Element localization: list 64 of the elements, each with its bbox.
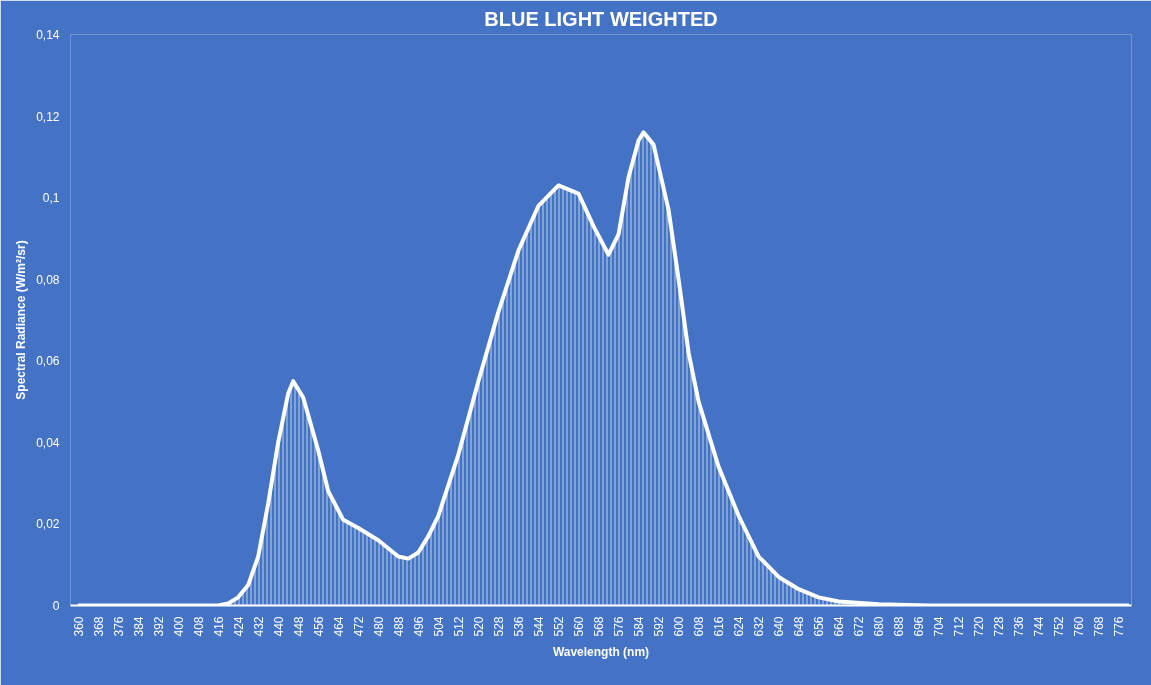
x-tick-label: 768 xyxy=(1092,616,1107,637)
x-tick-label: 376 xyxy=(111,616,126,637)
x-tick-label: 368 xyxy=(91,616,106,637)
x-tick-label: 512 xyxy=(451,616,466,637)
x-tick-label: 696 xyxy=(912,616,927,637)
x-tick-label: 432 xyxy=(251,616,266,637)
x-tick-label: 672 xyxy=(852,616,867,637)
x-tick-label: 648 xyxy=(792,616,807,637)
x-tick-label: 560 xyxy=(571,616,586,637)
x-tick-label: 568 xyxy=(592,616,606,637)
x-tick-label: 760 xyxy=(1072,616,1087,637)
x-tick-label: 504 xyxy=(431,616,446,637)
x-tick-label: 392 xyxy=(151,616,166,637)
x-tick-label: 600 xyxy=(672,616,687,637)
x-tick-label: 528 xyxy=(491,616,506,637)
x-tick-label: 480 xyxy=(371,616,386,637)
x-tick-label: 552 xyxy=(551,616,566,637)
y-tick-label: 0,02 xyxy=(36,517,60,532)
x-tick-label: 640 xyxy=(772,616,787,637)
x-tick-label: 688 xyxy=(892,616,907,637)
y-tick-label: 0,1 xyxy=(42,191,60,206)
x-tick-label: 384 xyxy=(131,616,146,637)
x-tick-label: 488 xyxy=(391,616,406,637)
y-tick-label: 0 xyxy=(52,599,60,613)
y-tick-label: 0,12 xyxy=(36,109,60,124)
x-tick-label: 752 xyxy=(1052,616,1067,637)
x-axis-title: Wavelength (nm) xyxy=(552,644,650,659)
x-tick-label: 632 xyxy=(752,616,767,637)
x-tick-label: 656 xyxy=(812,616,827,637)
x-tick-label: 440 xyxy=(271,616,286,637)
x-tick-label: 424 xyxy=(231,616,246,637)
y-tick-label: 0,06 xyxy=(36,354,60,369)
x-tick-label: 416 xyxy=(211,616,226,637)
x-tick-label: 712 xyxy=(952,616,967,637)
x-tick-label: 584 xyxy=(632,616,647,637)
y-tick-label: 0,08 xyxy=(36,272,60,287)
x-tick-label: 360 xyxy=(71,616,86,637)
x-tick-label: 576 xyxy=(612,616,627,637)
x-tick-label: 736 xyxy=(1012,616,1027,637)
x-tick-label: 608 xyxy=(692,616,707,637)
x-tick-label: 472 xyxy=(351,616,366,637)
y-tick-label: 0,14 xyxy=(36,28,60,42)
x-tick-label: 624 xyxy=(732,616,747,637)
x-tick-label: 728 xyxy=(992,616,1007,637)
x-tick-label: 544 xyxy=(531,616,546,637)
chart-title: BLUE LIGHT WEIGHTED xyxy=(484,7,718,30)
x-tick-label: 664 xyxy=(832,616,847,637)
x-tick-label: 680 xyxy=(872,616,887,637)
y-axis-title: Spectral Radiance (W/m²/sr) xyxy=(14,240,29,400)
x-tick-label: 456 xyxy=(311,616,326,637)
x-tick-label: 536 xyxy=(511,616,526,637)
x-tick-label: 448 xyxy=(291,616,306,637)
x-tick-label: 776 xyxy=(1112,616,1127,637)
y-tick-label: 0,04 xyxy=(36,435,60,450)
x-tick-label: 496 xyxy=(411,616,426,637)
x-tick-label: 704 xyxy=(932,616,947,637)
x-tick-label: 520 xyxy=(471,616,486,637)
x-tick-label: 592 xyxy=(652,616,667,637)
x-tick-label: 616 xyxy=(712,616,727,637)
x-tick-label: 744 xyxy=(1032,616,1047,637)
x-tick-label: 464 xyxy=(331,616,346,637)
x-tick-label: 400 xyxy=(171,616,186,637)
x-tick-label: 408 xyxy=(191,616,206,637)
x-tick-label: 720 xyxy=(972,616,987,637)
